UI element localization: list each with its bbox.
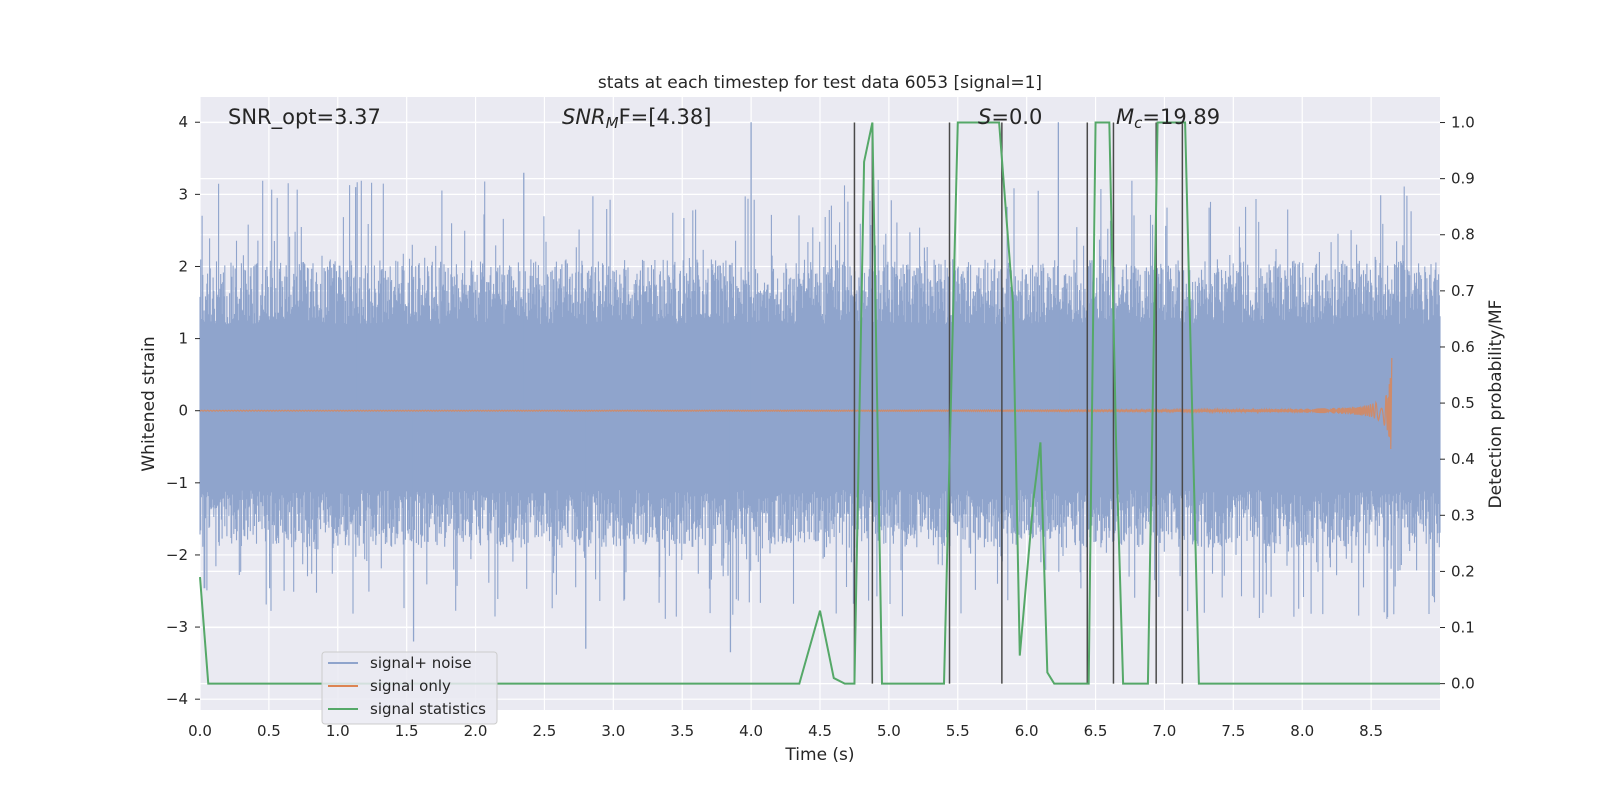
y-left-tick-label: 3 [178,185,188,203]
y-left-tick-labels: 4 3 2 1 0 −1 −2 −3 −4 [166,113,200,708]
annotation-snr-opt: SNR_opt=3.37 [228,105,381,130]
signal-noise-series [199,122,1441,653]
x-tick-label: 8.0 [1290,722,1314,740]
x-tick-label: 5.0 [877,722,901,740]
y-left-tick-label: 2 [178,257,188,275]
legend-label-signal: signal only [370,677,451,695]
x-tick-label: 7.0 [1153,722,1177,740]
annotation-snr-mf: SNRMF=[4.38] [562,105,711,132]
legend: signal+ noise signal only signal statist… [321,651,498,725]
y-right-tick-label: 0.6 [1451,338,1475,356]
chart-title: stats at each timestep for test data 605… [598,73,1042,93]
x-tick-label: 8.5 [1359,722,1383,740]
x-tick-label: 7.5 [1221,722,1245,740]
x-tick-label: 5.5 [946,722,970,740]
x-tick-label: 4.0 [739,722,763,740]
y-right-tick-label: 0.4 [1451,450,1475,468]
annotation-mc: Mc=19.89 [1116,105,1220,132]
x-tick-label: 2.0 [464,722,488,740]
x-tick-label: 6.0 [1015,722,1039,740]
y-right-tick-label: 0.9 [1451,170,1475,188]
y-left-tick-label: −1 [166,474,188,492]
y-left-tick-label: 0 [178,402,188,420]
y-right-tick-label: 0.5 [1451,394,1475,412]
y-right-tick-label: 0.1 [1451,619,1475,637]
y-left-tick-label: −2 [166,546,188,564]
x-tick-label: 1.0 [326,722,350,740]
x-tick-label: 0.5 [257,722,281,740]
y-right-tick-labels: 1.0 0.9 0.8 0.7 0.6 0.5 0.4 0.3 0.2 0.1 0.0 [1440,114,1475,693]
legend-label-noise: signal+ noise [370,654,472,672]
y-axis-left-label: Whitened strain [139,336,159,471]
x-tick-label: 3.0 [601,722,625,740]
y-left-tick-label: −4 [166,690,188,708]
y-right-tick-label: 0.0 [1451,675,1475,693]
x-tick-labels: 0.0 0.5 1.0 1.5 2.0 2.5 3.0 3.5 4.0 4.5 5.0 5.5 6.0 6… [188,722,1383,740]
x-axis-label: Time (s) [784,745,854,765]
y-left-tick-label: 1 [178,330,188,348]
x-tick-label: 0.0 [188,722,212,740]
x-tick-label: 6.5 [1084,722,1108,740]
y-right-tick-label: 0.3 [1451,506,1475,524]
y-left-tick-label: −3 [166,618,188,636]
y-right-tick-label: 0.2 [1451,562,1475,580]
x-tick-label: 2.5 [533,722,557,740]
y-axis-right-label: Detection probability/MF [1486,300,1506,509]
legend-box [321,651,498,725]
annotation-s: S=0.0 [978,105,1042,129]
legend-label-stats: signal statistics [370,700,486,718]
x-tick-label: 1.5 [395,722,419,740]
y-left-tick-label: 4 [178,113,188,131]
y-right-tick-label: 0.7 [1451,282,1475,300]
y-right-tick-label: 0.8 [1451,226,1475,244]
y-right-tick-label: 1.0 [1451,114,1475,132]
x-tick-label: 4.5 [808,722,832,740]
x-tick-label: 3.5 [670,722,694,740]
signal-statistics-series [199,121,1440,685]
